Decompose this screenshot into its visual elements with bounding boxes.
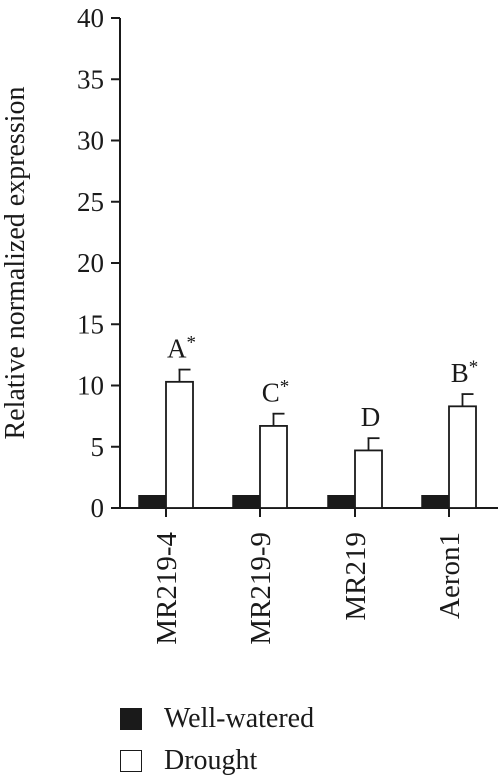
bar-well-watered xyxy=(421,495,450,509)
legend-label-drought: Drought xyxy=(164,745,258,776)
chart-bars xyxy=(138,368,477,509)
significance-label: B* xyxy=(451,357,479,388)
chart-labels: A* MR219-4 C* MR219-9 D MR219 B* Aeron1 xyxy=(151,333,478,645)
legend-item-drought: Drought xyxy=(120,742,314,780)
bar-well-watered xyxy=(138,495,167,509)
x-category-label: MR219 xyxy=(340,532,372,621)
legend-swatch-well-watered xyxy=(120,708,142,730)
significance-label: C* xyxy=(262,377,290,408)
legend-label-well-watered: Well-watered xyxy=(164,703,315,734)
x-category-label: MR219-9 xyxy=(245,532,277,645)
y-tick-label: 10 xyxy=(77,371,104,401)
bar-drought xyxy=(354,449,383,509)
y-tick-label: 0 xyxy=(91,493,105,523)
bar-chart: 0 5 10 15 20 25 30 35 40 Relative normalized expr… xyxy=(0,3,498,645)
significance-label: A* xyxy=(167,333,196,364)
bar-well-watered xyxy=(232,495,261,509)
y-tick-label: 5 xyxy=(91,432,105,462)
y-tick-label: 20 xyxy=(77,248,104,278)
y-tick-label: 35 xyxy=(77,64,104,94)
chart-axes: 0 5 10 15 20 25 30 35 40 Relative normalized expr… xyxy=(0,3,498,523)
x-category-label: MR219-4 xyxy=(151,532,183,645)
bar-well-watered xyxy=(327,495,356,509)
bar-drought xyxy=(448,405,477,509)
y-tick-label: 40 xyxy=(77,3,104,33)
legend-item-well-watered: Well-watered xyxy=(120,700,314,738)
x-category-label: Aeron1 xyxy=(434,532,466,619)
significance-label: D xyxy=(361,402,381,432)
y-tick-label: 30 xyxy=(77,126,104,156)
y-tick-label: 25 xyxy=(77,187,104,217)
y-axis-title: Relative normalized expression xyxy=(0,87,31,440)
legend-swatch-drought xyxy=(120,750,142,772)
y-tick-label: 15 xyxy=(77,309,104,339)
bar-drought xyxy=(165,380,194,509)
bar-drought xyxy=(259,425,288,509)
legend: Well-watered Drought xyxy=(120,700,314,784)
